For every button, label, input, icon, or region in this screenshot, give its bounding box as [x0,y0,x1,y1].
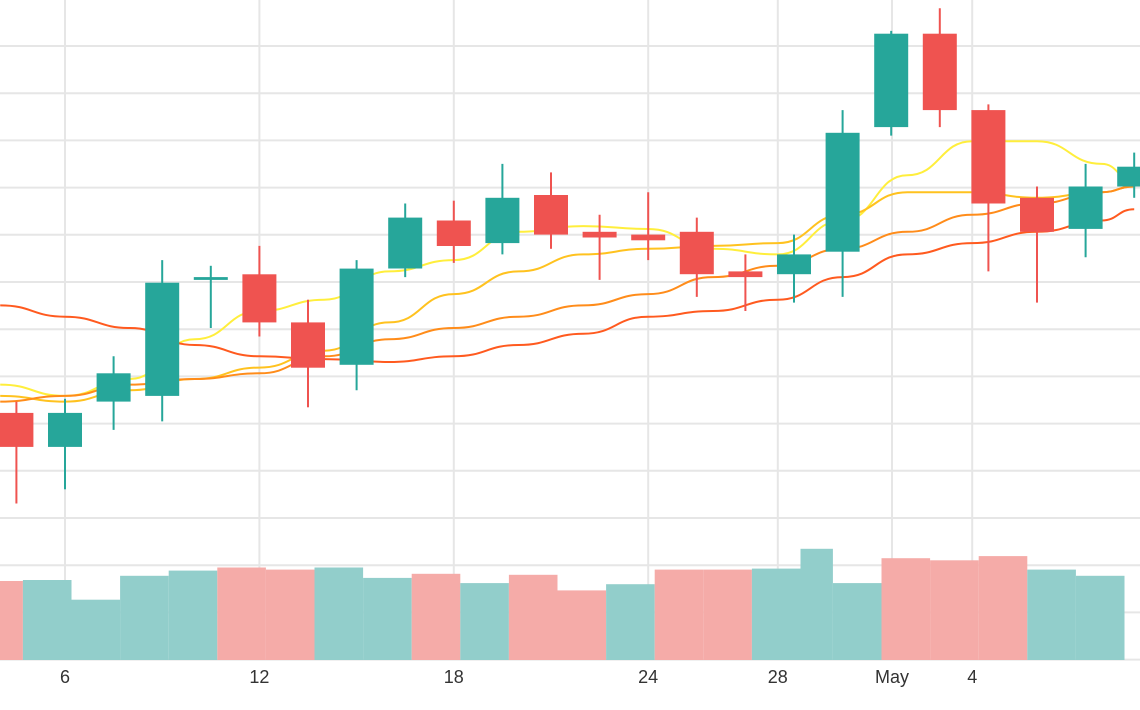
x-tick-label: 28 [768,667,788,687]
volume-bar [800,548,833,660]
candle [582,214,617,280]
candle [339,260,374,391]
candle-body [777,254,811,275]
candle-body [1117,166,1140,187]
candle-body [193,277,228,280]
candle-body [0,412,34,447]
x-tick-label: 6 [60,667,70,687]
volume-bar [930,560,979,660]
volume-bar [265,569,315,660]
candle-body [1020,197,1054,232]
candle-body [291,322,325,368]
candle-body [728,271,763,278]
candle [874,30,909,136]
candle [436,200,471,263]
x-tick-label: May [875,667,909,687]
candle-body [874,33,909,128]
candle [193,265,228,328]
volume-bar [751,568,801,660]
volume-bar [1075,575,1125,660]
candle-body [631,234,666,241]
volume-bar [314,567,364,660]
candle-body [145,282,180,396]
candle-body [388,217,423,269]
moving-average-line-1 [0,140,1135,397]
candle [922,8,957,128]
volume-bar [508,574,558,660]
x-tick-label: 12 [249,667,269,687]
volume-bar [654,569,704,660]
volume-bar [881,558,931,660]
volume-bar [1027,569,1076,660]
volume-bar [71,599,121,660]
candle [48,398,82,490]
candle [1068,163,1103,258]
candle [96,356,131,430]
candle [1020,186,1054,303]
volume-bar [120,575,169,660]
candle-body [242,274,277,323]
candle [388,203,423,278]
volume-bars [0,548,1125,660]
x-axis: 6 12 18 24 28 May 4 [60,667,977,687]
candle [485,163,520,255]
candle [728,254,763,311]
moving-average-lines [0,140,1135,403]
candle [631,192,666,261]
moving-average-line-3 [0,185,1135,403]
volume-bar [832,583,882,660]
candle [777,234,811,303]
candle-body [922,33,957,111]
volume-bar [168,570,218,660]
candle [825,110,860,297]
candle-body [48,412,82,447]
candle [0,401,34,504]
volume-bar [557,590,607,660]
x-tick-label: 24 [638,667,658,687]
candle [242,245,277,337]
volume-bar [460,583,509,660]
candle-body [339,268,374,365]
volume-bar [411,573,461,660]
candle [291,299,325,408]
candle [971,104,1006,272]
moving-average-line-4 [0,208,1135,364]
volume-bar [363,577,412,660]
candle [534,172,568,249]
candle [1117,152,1140,198]
x-tick-label: 4 [967,667,977,687]
candle-body [679,231,714,275]
candle-body [96,373,131,402]
candle [145,260,180,422]
candle-body [971,110,1006,204]
candle-body [485,197,520,244]
volume-bar [217,567,266,660]
candle-body [436,220,471,246]
candle-body [534,195,568,235]
volume-bar [703,569,752,660]
volume-bar [606,584,655,660]
candle-body [582,231,617,238]
candle-body [1068,186,1103,229]
volume-bar [978,556,1028,660]
candle-body [825,132,860,252]
candle [679,217,714,297]
x-tick-label: 18 [444,667,464,687]
candles [0,8,1140,504]
volume-bar [0,581,23,660]
volume-bar [22,580,72,660]
